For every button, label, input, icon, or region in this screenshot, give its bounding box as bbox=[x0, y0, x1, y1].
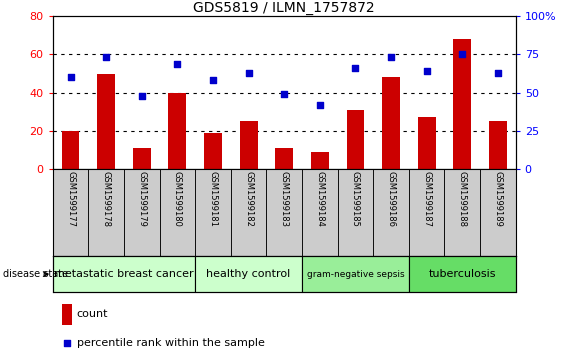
Text: GSM1599184: GSM1599184 bbox=[315, 171, 324, 227]
Point bbox=[173, 61, 182, 66]
Point bbox=[101, 54, 111, 60]
Bar bbox=[454, 39, 471, 169]
Bar bbox=[53, 256, 195, 292]
Text: GSM1599187: GSM1599187 bbox=[422, 171, 431, 227]
Text: GSM1599182: GSM1599182 bbox=[244, 171, 253, 227]
Bar bbox=[346, 110, 364, 169]
Point bbox=[137, 93, 146, 98]
Text: GSM1599178: GSM1599178 bbox=[101, 171, 111, 227]
Text: GSM1599189: GSM1599189 bbox=[493, 171, 502, 227]
Text: GSM1599183: GSM1599183 bbox=[280, 171, 289, 227]
Text: disease state: disease state bbox=[2, 269, 68, 279]
Bar bbox=[133, 148, 151, 169]
Bar bbox=[62, 303, 72, 325]
Point bbox=[458, 52, 467, 57]
Text: metastatic breast cancer: metastatic breast cancer bbox=[54, 269, 194, 279]
Bar bbox=[62, 131, 80, 169]
Point bbox=[244, 70, 253, 76]
Bar bbox=[382, 77, 400, 169]
Point bbox=[208, 77, 217, 83]
Text: healthy control: healthy control bbox=[206, 269, 291, 279]
Point bbox=[280, 91, 289, 97]
Text: tuberculosis: tuberculosis bbox=[428, 269, 496, 279]
Text: percentile rank within the sample: percentile rank within the sample bbox=[77, 338, 265, 347]
Text: GSM1599181: GSM1599181 bbox=[209, 171, 217, 227]
Bar bbox=[489, 121, 507, 169]
Bar bbox=[275, 148, 293, 169]
Text: GSM1599186: GSM1599186 bbox=[387, 171, 396, 227]
Text: count: count bbox=[77, 309, 108, 319]
Text: GSM1599179: GSM1599179 bbox=[137, 171, 146, 227]
Text: GSM1599185: GSM1599185 bbox=[351, 171, 360, 227]
Point bbox=[493, 70, 503, 76]
Point bbox=[422, 68, 431, 74]
Bar bbox=[168, 93, 186, 169]
Text: GSM1599180: GSM1599180 bbox=[173, 171, 182, 227]
Point bbox=[62, 340, 71, 346]
Point bbox=[66, 74, 75, 80]
Text: GSM1599188: GSM1599188 bbox=[458, 171, 467, 227]
Text: GSM1599177: GSM1599177 bbox=[66, 171, 75, 227]
Bar bbox=[97, 74, 115, 169]
Bar bbox=[302, 256, 409, 292]
Bar bbox=[409, 256, 516, 292]
Point bbox=[386, 54, 396, 60]
Point bbox=[351, 65, 360, 71]
Bar bbox=[204, 132, 222, 169]
Bar bbox=[311, 152, 329, 169]
Text: gram-negative sepsis: gram-negative sepsis bbox=[306, 270, 404, 278]
Bar bbox=[240, 121, 257, 169]
Point bbox=[315, 102, 325, 108]
Bar bbox=[418, 117, 435, 169]
Bar bbox=[195, 256, 302, 292]
Title: GDS5819 / ILMN_1757872: GDS5819 / ILMN_1757872 bbox=[193, 1, 375, 15]
